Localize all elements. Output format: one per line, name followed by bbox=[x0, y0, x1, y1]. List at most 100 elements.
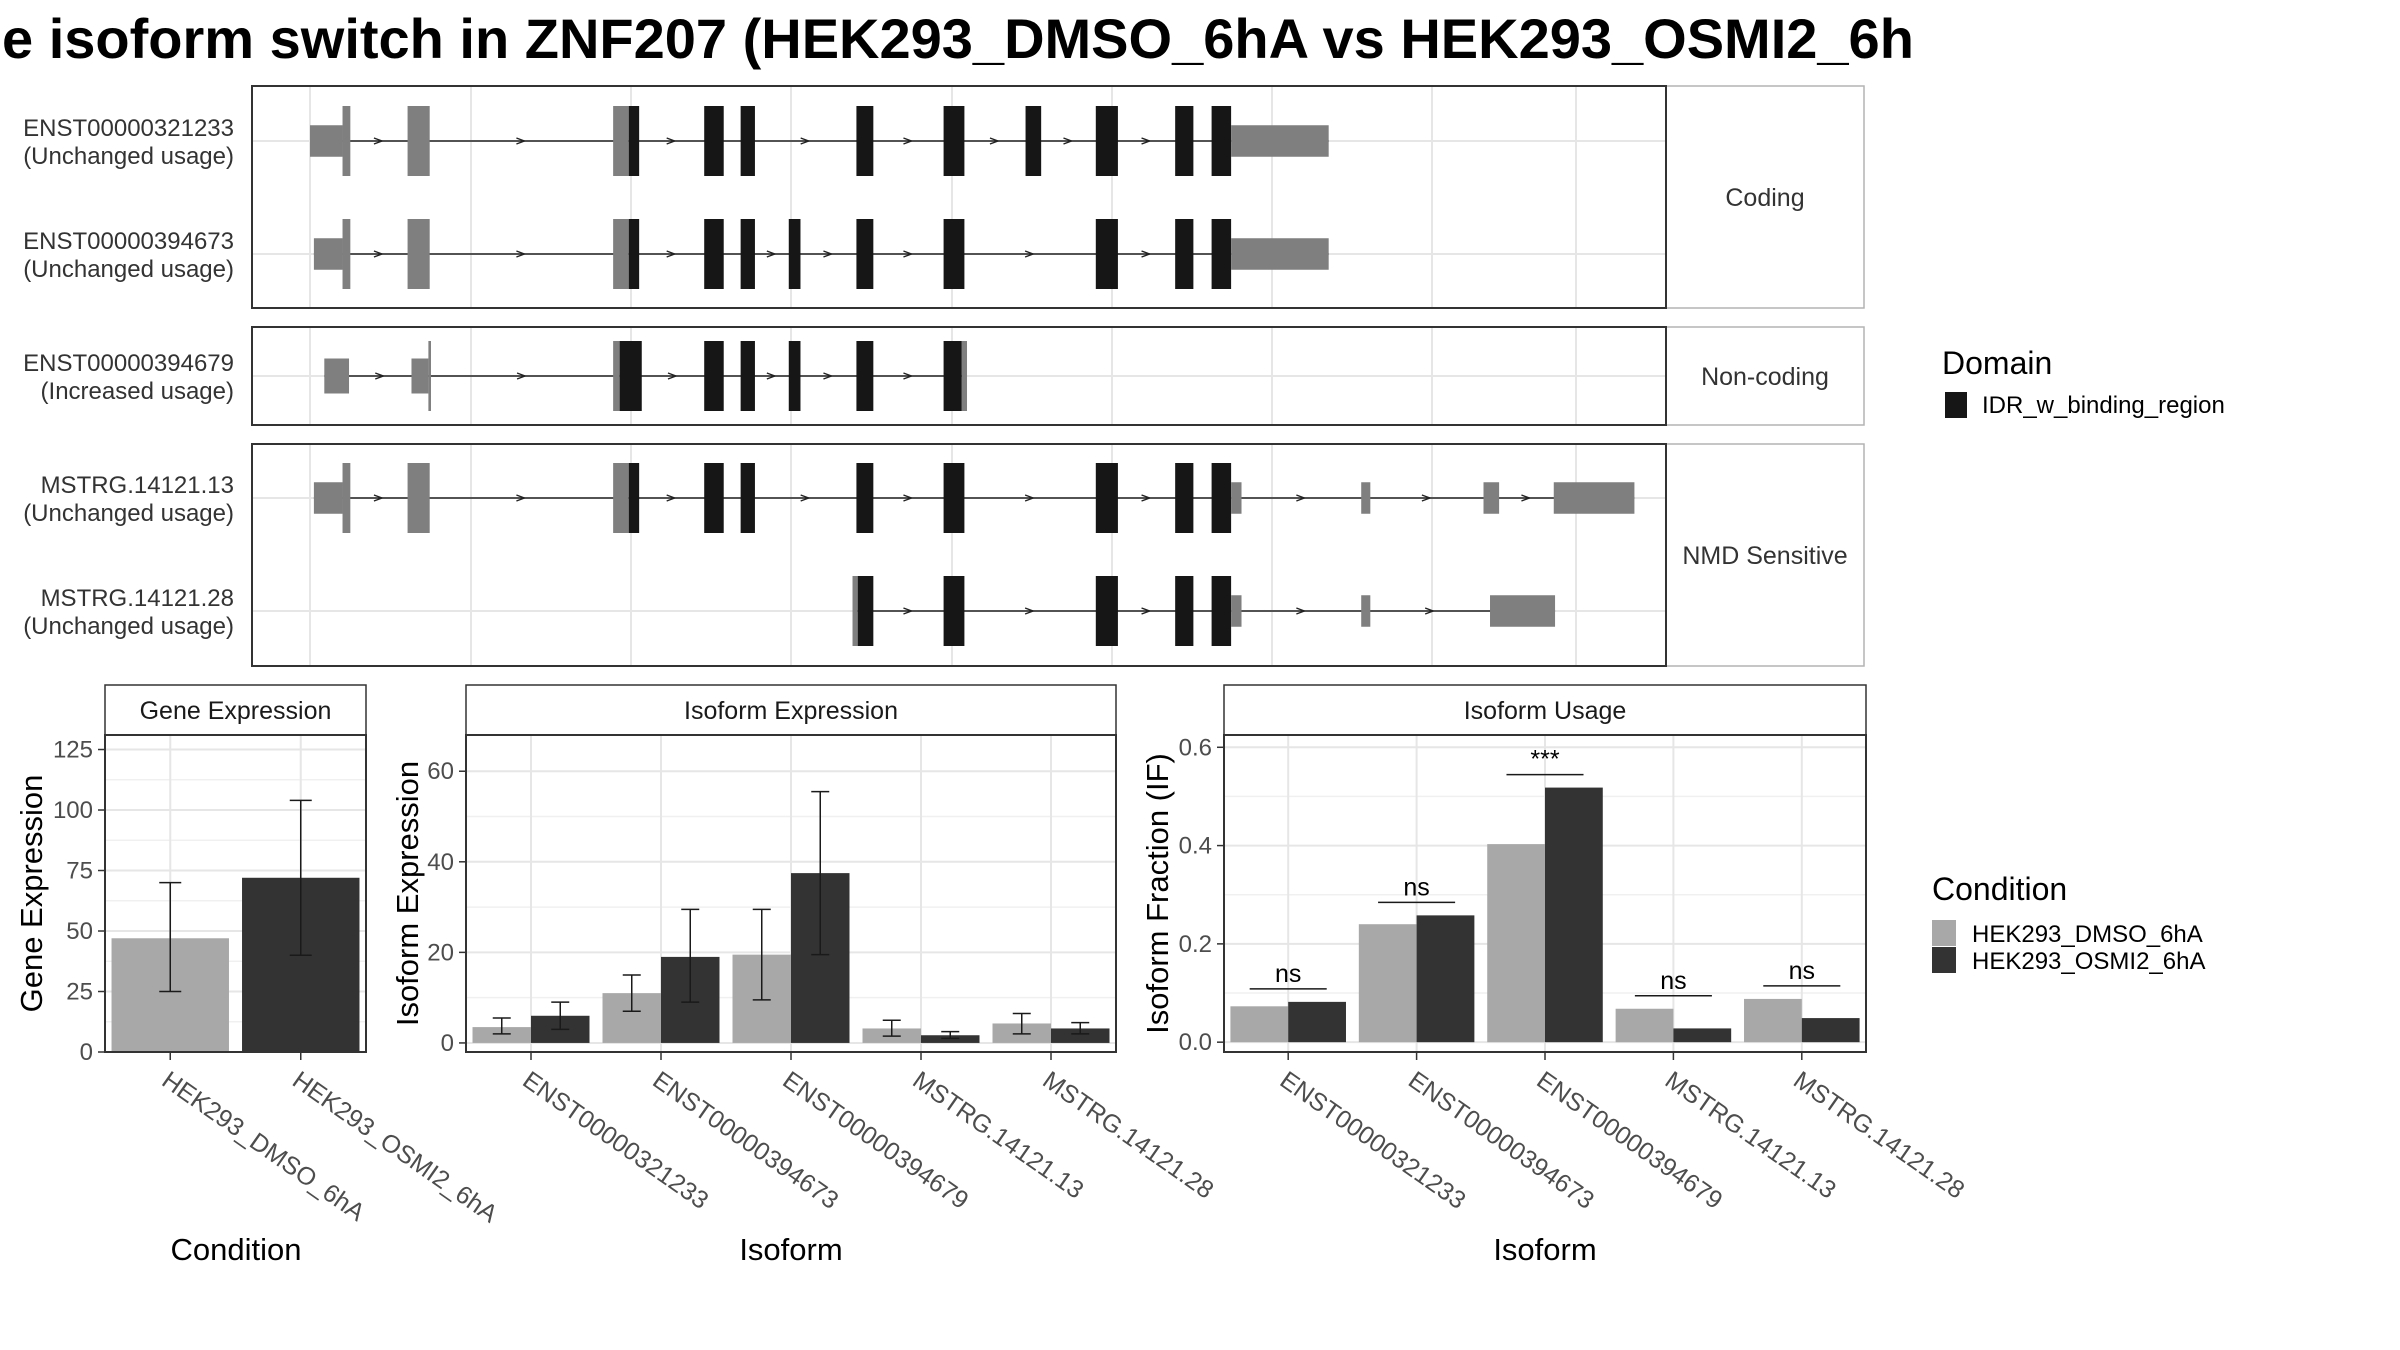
transcript-usage-label: (Unchanged usage) bbox=[23, 143, 234, 170]
transcript-id-label: ENST00000321233 bbox=[23, 115, 234, 142]
strand-arrow bbox=[666, 494, 677, 502]
utr-exon bbox=[342, 106, 351, 176]
utr-exon bbox=[342, 219, 351, 289]
y-tick-label: 0.2 bbox=[1179, 931, 1212, 958]
x-axis-title: Isoform bbox=[739, 1232, 842, 1267]
strand-arrow bbox=[373, 494, 384, 502]
utr-exon bbox=[613, 219, 629, 289]
y-tick-label: 75 bbox=[66, 858, 93, 885]
utr-exon bbox=[961, 341, 968, 411]
group-non-coding: Non-coding ENST00000394679(Increased usag… bbox=[23, 326, 1865, 426]
transcript-id-label: MSTRG.14121.13 bbox=[41, 472, 234, 499]
strand-arrow bbox=[1421, 494, 1432, 502]
strand-arrow bbox=[823, 250, 834, 258]
strand-arrow bbox=[1296, 607, 1307, 615]
domain-exon bbox=[704, 341, 724, 411]
domain-exon bbox=[856, 341, 874, 411]
significance-label: ns bbox=[1789, 957, 1815, 985]
utr-exon bbox=[411, 358, 429, 394]
domain-exon bbox=[628, 463, 640, 533]
y-tick-label: 0.6 bbox=[1179, 734, 1212, 761]
strand-arrow bbox=[823, 372, 834, 380]
domain-exon bbox=[1211, 463, 1232, 533]
bar bbox=[1673, 1028, 1732, 1043]
domain-exon bbox=[1175, 219, 1194, 289]
domain-exon bbox=[856, 463, 874, 533]
y-tick-label: 0.4 bbox=[1179, 833, 1212, 860]
strand-arrow bbox=[800, 494, 811, 502]
y-tick-label: 0.0 bbox=[1179, 1029, 1212, 1056]
strand-arrow bbox=[375, 372, 386, 380]
strand-arrow bbox=[1024, 494, 1036, 502]
y-tick-label: 60 bbox=[427, 758, 454, 785]
transcript-usage-label: (Unchanged usage) bbox=[23, 256, 234, 283]
x-axis-title: Isoform bbox=[1493, 1232, 1596, 1267]
transcript-id-label: ENST00000394673 bbox=[23, 228, 234, 255]
domain-legend-label: IDR_w_binding_region bbox=[1982, 392, 2225, 419]
utr-exon bbox=[1231, 125, 1329, 157]
domain-exon bbox=[628, 219, 640, 289]
domain-exon bbox=[943, 106, 965, 176]
figure-title: e isoform switch in ZNF207 (HEK293_DMSO_… bbox=[2, 7, 1914, 70]
utr-exon bbox=[407, 106, 430, 176]
facet-strip bbox=[1665, 443, 1865, 667]
utr-exon bbox=[613, 341, 620, 411]
utr-exon bbox=[313, 238, 343, 270]
domain-exon bbox=[943, 219, 965, 289]
domain-exon bbox=[1095, 106, 1118, 176]
bar bbox=[1801, 1018, 1860, 1043]
strand-arrow bbox=[1296, 494, 1307, 502]
strand-arrow bbox=[373, 250, 384, 258]
bar bbox=[1358, 924, 1417, 1043]
strand-arrow bbox=[766, 372, 777, 380]
transcript-row: ENST00000321233(Unchanged usage) bbox=[23, 106, 1666, 176]
bar bbox=[1051, 1028, 1110, 1043]
strand-arrow bbox=[373, 137, 384, 145]
significance-label: ns bbox=[1403, 873, 1429, 901]
domain-exon bbox=[1095, 576, 1118, 646]
y-tick-label: 125 bbox=[53, 737, 93, 764]
transcript-id-label: ENST00000394679 bbox=[23, 350, 234, 377]
facet-strip bbox=[1665, 85, 1865, 309]
domain-exon bbox=[704, 463, 724, 533]
bar bbox=[1615, 1008, 1674, 1043]
strand-arrow bbox=[1141, 494, 1152, 502]
utr-exon bbox=[313, 482, 343, 514]
domain-exon bbox=[740, 463, 755, 533]
facet-strip-label: Non-coding bbox=[1701, 363, 1829, 391]
facet-strip-label: NMD Sensitive bbox=[1682, 542, 1847, 570]
strand-arrow bbox=[1141, 250, 1152, 258]
bar bbox=[1744, 998, 1802, 1043]
y-tick-label: 40 bbox=[427, 849, 454, 876]
condition-legend-swatch bbox=[1932, 947, 1956, 973]
domain-exon bbox=[1095, 219, 1118, 289]
domain-exon bbox=[788, 219, 801, 289]
bar bbox=[1545, 787, 1603, 1043]
y-axis-title: Isoform Fraction (IF) bbox=[1140, 753, 1175, 1034]
utr-exon bbox=[1553, 482, 1635, 514]
utr-exon bbox=[1231, 238, 1329, 270]
chart-strip bbox=[104, 684, 367, 736]
domain-exon bbox=[1211, 219, 1232, 289]
expression-bar-charts: Gene Expression0255075100125HEK293_DMSO_… bbox=[14, 684, 1969, 1267]
condition-legend-title: Condition bbox=[1932, 871, 2067, 907]
domain-exon bbox=[943, 341, 962, 411]
strand-arrow bbox=[903, 137, 914, 145]
domain-exon bbox=[856, 219, 874, 289]
utr-exon bbox=[613, 106, 629, 176]
strand-arrow bbox=[903, 372, 914, 380]
bar bbox=[472, 1027, 531, 1043]
y-tick-label: 100 bbox=[53, 797, 93, 824]
domain-exon bbox=[704, 106, 724, 176]
bar bbox=[1288, 1001, 1346, 1043]
domain-exon bbox=[1175, 576, 1194, 646]
chart-border bbox=[104, 734, 367, 1053]
domain-exon bbox=[740, 219, 755, 289]
strand-arrow bbox=[1063, 137, 1074, 145]
x-tick-label: HEK293_OSMI2_6hA bbox=[287, 1066, 503, 1229]
transcript-usage-label: (Increased usage) bbox=[41, 378, 234, 405]
panel-border bbox=[251, 326, 1667, 426]
